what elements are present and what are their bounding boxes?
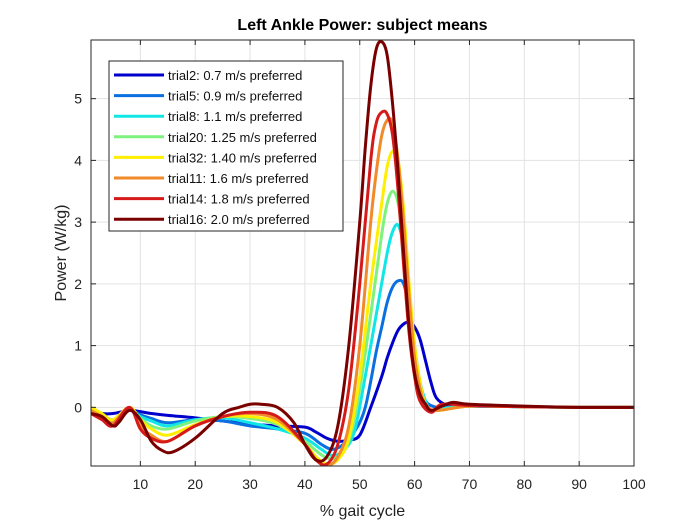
- y-tick-label: 1: [74, 338, 82, 354]
- x-tick-label: 30: [242, 476, 258, 492]
- legend-entry-label: trial14: 1.8 m/s preferred: [168, 192, 310, 207]
- x-tick-label: 40: [297, 476, 313, 492]
- x-tick-label: 10: [133, 476, 149, 492]
- legend-entry-label: trial8: 1.1 m/s preferred: [168, 109, 302, 124]
- legend-entry-label: trial2: 0.7 m/s preferred: [168, 68, 302, 83]
- chart-title: Left Ankle Power: subject means: [237, 17, 487, 34]
- series-line-8: [91, 40, 634, 463]
- series-line-2: [91, 278, 634, 451]
- x-tick-label: 80: [517, 476, 533, 492]
- x-tick-label: 20: [187, 476, 203, 492]
- x-tick-label: 50: [352, 476, 368, 492]
- axis-ticks: 10 20 30 40 50 60 70 80 90 100 0 1 2 3 4 5: [74, 40, 646, 492]
- legend-entry-label: trial20: 1.25 m/s preferred: [168, 130, 317, 145]
- legend: trial2: 0.7 m/s preferred trial5: 0.9 m/s…: [108, 60, 344, 232]
- legend-entry-label: trial16: 2.0 m/s preferred: [168, 212, 310, 227]
- y-axis-label: Power (W/kg): [53, 205, 70, 302]
- legend-entry-label: trial5: 0.9 m/s preferred: [168, 89, 302, 104]
- legend-entry-label: trial32: 1.40 m/s preferred: [168, 150, 317, 165]
- x-tick-label: 90: [571, 476, 587, 492]
- y-tick-label: 3: [74, 214, 82, 230]
- x-tick-label: 70: [462, 476, 478, 492]
- legend-entry-label: trial11: 1.6 m/s preferred: [168, 171, 309, 186]
- series-line-7: [91, 109, 634, 466]
- plot-border: [90, 39, 635, 467]
- series-line-1: [91, 320, 634, 443]
- x-tick-label: 100: [622, 476, 646, 492]
- y-tick-label: 5: [74, 91, 82, 107]
- y-tick-label: 4: [74, 152, 82, 168]
- y-tick-label: 2: [74, 276, 82, 292]
- x-tick-label: 60: [407, 476, 423, 492]
- legend-box: [108, 60, 344, 232]
- series-lines: [91, 40, 634, 466]
- x-axis-label: % gait cycle: [320, 503, 405, 520]
- y-tick-label: 0: [74, 399, 82, 415]
